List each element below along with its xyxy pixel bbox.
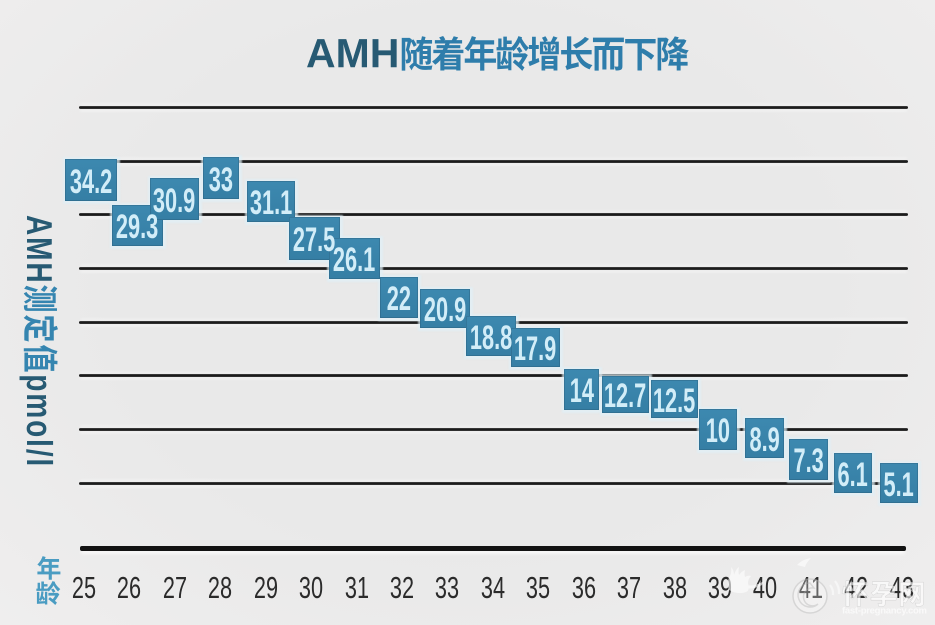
- svg-text:fast-pregnancy.com: fast-pregnancy.com: [842, 606, 927, 617]
